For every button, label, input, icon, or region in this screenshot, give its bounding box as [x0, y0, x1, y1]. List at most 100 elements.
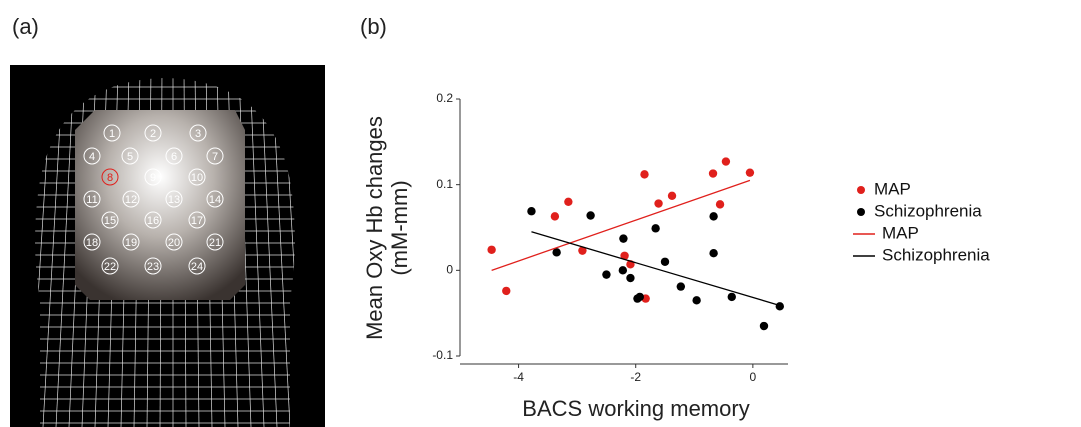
point [709, 212, 718, 221]
channel-label: 24 [191, 261, 203, 273]
channel-label: 23 [147, 261, 159, 273]
point [633, 294, 642, 303]
point [759, 321, 769, 331]
point [527, 207, 536, 216]
point [715, 200, 725, 209]
point [676, 282, 686, 291]
channel-circle [206, 190, 224, 208]
channel-circle [188, 168, 206, 186]
point [745, 168, 755, 177]
channel-label: 19 [125, 237, 137, 249]
wire-line [260, 78, 278, 427]
channel-label: 3 [195, 128, 201, 140]
legend-label: Schizophrenia [882, 245, 990, 264]
wire-line [55, 78, 75, 427]
channel-circle [144, 211, 162, 229]
probe-area [75, 110, 245, 300]
channel-circle [165, 147, 183, 165]
y-tick-label: 0.1 [436, 177, 453, 191]
y-axis-label: (mM-mm) [387, 180, 412, 275]
channel-label: 8 [107, 172, 113, 184]
channel-label: 6 [171, 151, 177, 163]
point [619, 234, 628, 243]
channel-circle [101, 257, 119, 275]
channel-circle [188, 257, 206, 275]
channel-label: 13 [168, 194, 180, 206]
point [552, 248, 561, 257]
channel-label: 9 [150, 172, 156, 184]
panel-label: (b) [360, 14, 387, 39]
point [651, 224, 660, 233]
channel-circle [122, 233, 140, 251]
legend-label: MAP [874, 179, 911, 198]
channel-circle [206, 147, 224, 165]
x-axis-label: BACS working memory [522, 396, 749, 421]
x-tick-label: -2 [630, 370, 641, 384]
channel-label: 1 [109, 128, 115, 140]
channel-circle [144, 257, 162, 275]
y-tick-label: -0.1 [432, 348, 453, 362]
point [602, 270, 611, 279]
point [618, 266, 628, 275]
y-tick-label: 0 [446, 263, 453, 277]
point [586, 211, 595, 220]
point [550, 212, 560, 221]
channel-circle [144, 124, 162, 142]
channel-circle [189, 124, 207, 142]
channel-label: 18 [86, 237, 98, 249]
channel-label: 12 [125, 194, 137, 206]
panel-label: (a) [12, 14, 39, 39]
point [775, 302, 784, 311]
channel-label: 17 [191, 215, 203, 227]
channel-circle [122, 190, 140, 208]
y-tick-label: 0.2 [436, 91, 453, 105]
channel-label: 15 [104, 215, 116, 227]
point [502, 286, 511, 296]
point [667, 191, 677, 201]
channel-circle [83, 233, 101, 251]
channel-label: 16 [147, 215, 159, 227]
point [626, 273, 635, 283]
point [692, 296, 701, 305]
point [709, 249, 718, 258]
channel-label: 14 [209, 194, 221, 206]
channel-circle [83, 190, 101, 208]
channel-label: 22 [104, 261, 116, 273]
legend-marker [857, 208, 865, 216]
point [487, 245, 496, 254]
point [654, 199, 663, 208]
wire-line [249, 78, 265, 427]
channel-label: 4 [89, 151, 95, 163]
fit-line [531, 231, 780, 307]
point [727, 292, 736, 302]
point [660, 257, 670, 266]
point [708, 169, 718, 178]
channel-label: 5 [127, 151, 133, 163]
channel-circle [165, 233, 183, 251]
point [564, 197, 573, 206]
fit-line [491, 179, 751, 271]
channel-circle [188, 211, 206, 229]
point [721, 157, 731, 166]
point [620, 251, 629, 260]
legend-label: MAP [882, 223, 919, 242]
y-axis-label: Mean Oxy Hb changes [362, 116, 387, 340]
channel-circle [83, 147, 101, 165]
channel-label: 11 [86, 194, 97, 206]
channel-circle [101, 168, 119, 186]
channel-circle [103, 124, 121, 142]
point [640, 170, 649, 179]
channel-label: 20 [168, 237, 180, 249]
channel-circle [144, 168, 162, 186]
channel-circle [165, 190, 183, 208]
channel-circle [101, 211, 119, 229]
channel-circle [121, 147, 139, 165]
point [578, 246, 587, 255]
x-tick-label: 0 [750, 370, 757, 384]
legend-marker [857, 186, 865, 194]
legend-label: Schizophrenia [874, 201, 982, 220]
wire-line [42, 78, 64, 427]
